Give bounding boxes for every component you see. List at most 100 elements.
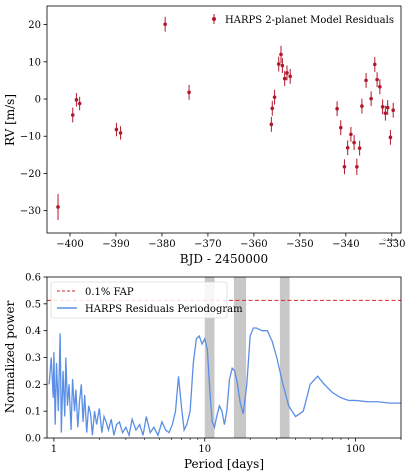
periodogram-x-tick-label: 100 (346, 444, 365, 455)
rv-data-point (163, 16, 167, 32)
periodogram-y-tick-label: 0.6 (25, 273, 41, 284)
rv-legend: HARPS 2-planet Model Residuals (212, 14, 394, 26)
rv-marker (335, 106, 339, 111)
periodogram-y-tick-label: 0.2 (25, 380, 41, 391)
periodogram-axis-ticks: 0.0 0.1 0.2 0.3 0.4 0.5 0.6 1 10 100 (25, 273, 402, 455)
rv-data-point (282, 71, 287, 87)
rv-data-point (285, 65, 289, 81)
rv-marker (380, 105, 385, 109)
periodogram-x-axis-label: Period [days] (184, 457, 264, 471)
rv-axis-ticks: −400 −390 −380 −370 −360 −350 −340 −330 −30 −20 −1… (20, 20, 406, 250)
rv-marker (56, 205, 60, 209)
rv-marker (352, 140, 356, 145)
rv-marker (383, 111, 388, 115)
periodogram-legend: 0.1% FAP HARPS Residuals Periodogram (50, 281, 243, 319)
rv-data-point (118, 126, 123, 140)
rv-marker (269, 122, 274, 127)
rv-x-tick-label: −380 (148, 239, 175, 250)
rv-marker (360, 104, 364, 108)
rv-data-points (56, 16, 395, 220)
rv-data-point (77, 96, 82, 111)
periodogram-y-tick-label: 0.4 (25, 326, 41, 337)
rv-data-point (385, 100, 390, 116)
rv-data-point (288, 68, 293, 84)
rv-data-point (352, 135, 356, 151)
rv-residuals-panel: −400 −390 −380 −370 −360 −350 −340 −330 −30 −20 −1… (3, 5, 406, 266)
periodogram-x-tick-label: 10 (198, 444, 211, 455)
rv-data-point (364, 72, 368, 88)
rv-data-point (338, 120, 343, 136)
rv-marker (342, 164, 347, 169)
rv-marker (70, 113, 75, 117)
rv-x-tick-label: −400 (56, 239, 83, 250)
rv-y-tick-label: 10 (28, 57, 41, 68)
rv-x-tick-label: −390 (102, 239, 129, 250)
rv-data-point (279, 45, 283, 63)
rv-data-point (345, 140, 350, 156)
rv-marker (375, 77, 379, 82)
rv-marker (276, 62, 281, 66)
periodogram-panel: 0.0 0.1 0.2 0.3 0.4 0.5 0.6 1 10 100 Period [days… (3, 273, 402, 471)
rv-x-tick-label: −350 (286, 239, 313, 250)
rv-marker (77, 101, 82, 106)
x-offset-label: -2.44e6 (382, 237, 398, 242)
rv-data-point (276, 56, 281, 72)
shaded-band (279, 277, 290, 438)
periodogram-legend-box (50, 281, 228, 319)
rv-marker (378, 84, 382, 89)
rv-x-tick-label: −360 (240, 239, 267, 250)
periodogram-y-tick-label: 0.5 (25, 299, 41, 310)
rv-data-point (349, 126, 353, 142)
rv-data-point (383, 105, 388, 121)
rv-data-point (280, 58, 285, 73)
rv-marker (288, 74, 293, 79)
periodogram-y-tick-label: 0.0 (25, 434, 41, 445)
rv-marker (364, 78, 368, 83)
rv-marker (285, 71, 289, 75)
rv-marker (391, 108, 395, 112)
rv-marker (357, 146, 362, 150)
rv-data-point (335, 101, 339, 117)
rv-y-tick-label: 0 (35, 95, 41, 106)
rv-x-tick-label: −330 (378, 239, 405, 250)
rv-data-point (70, 107, 75, 123)
rv-marker (187, 90, 191, 95)
periodogram-legend-label: HARPS Residuals Periodogram (85, 304, 243, 315)
periodogram-line (48, 327, 401, 438)
shaded-band (204, 277, 215, 438)
rv-legend-label: HARPS 2-planet Model Residuals (225, 15, 394, 26)
rv-data-point (269, 116, 274, 132)
rv-y-tick-label: −30 (20, 206, 41, 217)
rv-marker (272, 95, 277, 99)
shaded-band (233, 277, 247, 438)
rv-marker (114, 127, 119, 132)
rv-data-point (372, 56, 377, 72)
rv-marker (279, 52, 283, 57)
rv-marker (345, 145, 350, 150)
rv-x-tick-label: −370 (194, 239, 221, 250)
rv-plot-frame (46, 5, 402, 234)
rv-data-point (375, 72, 379, 88)
rv-marker (388, 135, 393, 140)
rv-data-point (187, 84, 191, 100)
periodogram-x-tick-label: 1 (51, 444, 57, 455)
rv-y-tick-label: −10 (20, 132, 41, 143)
rv-y-tick-label: −20 (20, 169, 41, 180)
rv-marker (372, 62, 377, 67)
rv-data-point (380, 99, 385, 115)
rv-data-point (74, 93, 79, 107)
rv-data-point (342, 159, 347, 175)
rv-y-tick-label: 20 (28, 20, 41, 31)
periodogram-y-tick-label: 0.3 (25, 353, 41, 364)
rv-data-point (272, 89, 277, 105)
rv-data-point (357, 140, 362, 156)
periodogram-y-axis-label: Normalized power (3, 300, 17, 413)
rv-marker (74, 97, 79, 102)
rv-data-point (360, 98, 364, 114)
rv-marker (280, 63, 285, 68)
rv-marker (163, 22, 167, 27)
rv-marker (369, 96, 373, 101)
rv-marker (118, 131, 123, 135)
rv-marker (349, 132, 353, 137)
